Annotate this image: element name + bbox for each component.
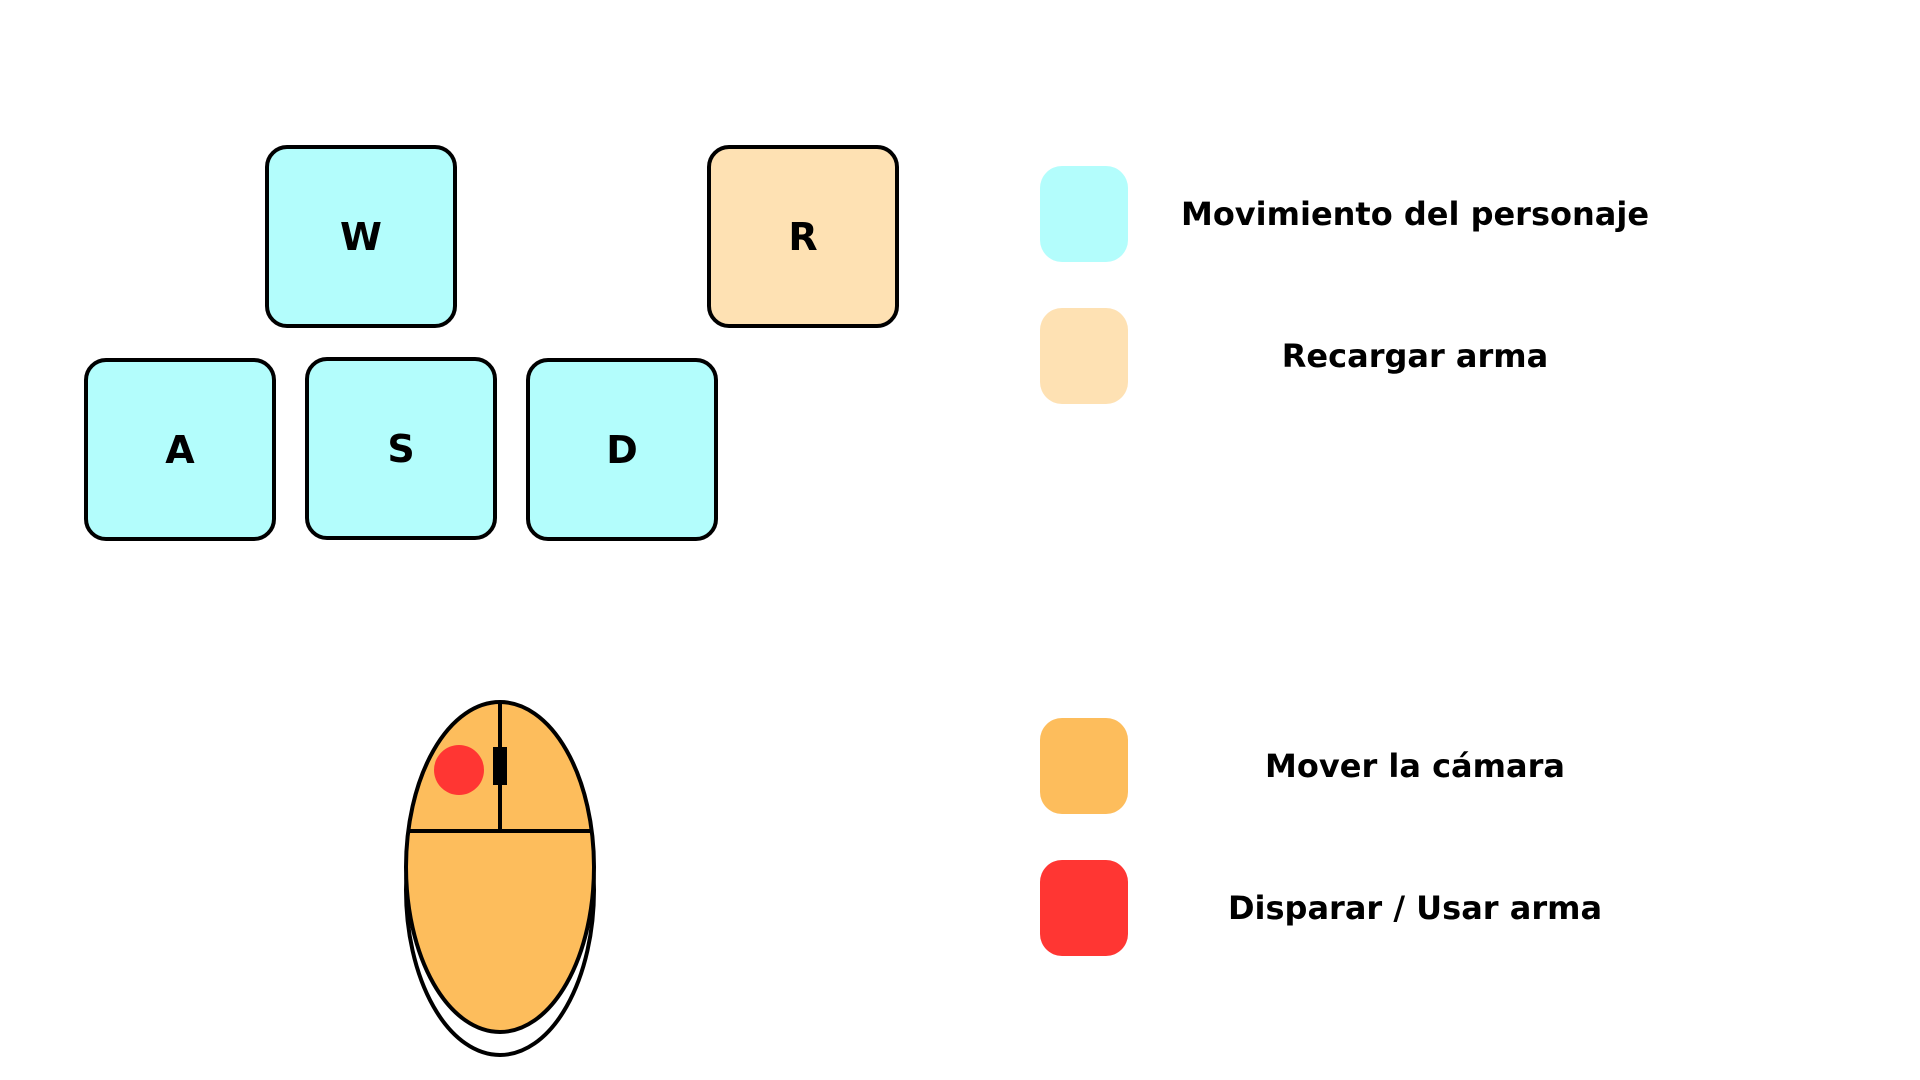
legend-label-camera: Mover la cámara: [1265, 747, 1565, 785]
key-s-label: S: [387, 426, 415, 471]
key-s: S: [305, 357, 497, 540]
key-r-label: R: [788, 214, 818, 259]
key-d-label: D: [606, 427, 638, 472]
mouse-scroll-wheel: [493, 747, 507, 785]
legend-label-movement: Movimiento del personaje: [1180, 195, 1650, 233]
key-r: R: [707, 145, 899, 328]
computer-mouse-icon: [404, 700, 596, 1057]
left-click-indicator: [434, 745, 484, 795]
legend-swatch-camera: [1040, 718, 1128, 814]
legend-label-reload: Recargar arma: [1281, 337, 1549, 375]
key-d: D: [526, 358, 718, 541]
key-w-label: W: [340, 214, 382, 259]
key-w: W: [265, 145, 457, 328]
legend-label-fire: Disparar / Usar arma: [1227, 889, 1603, 927]
key-a-label: A: [165, 427, 195, 472]
legend-swatch-movement: [1040, 166, 1128, 262]
legend-swatch-fire: [1040, 860, 1128, 956]
legend-swatch-reload: [1040, 308, 1128, 404]
key-a: A: [84, 358, 276, 541]
